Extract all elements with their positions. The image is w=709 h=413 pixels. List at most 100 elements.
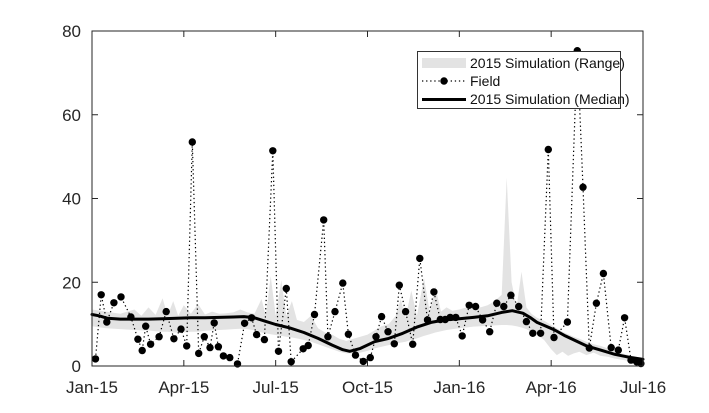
field-marker [515,302,523,311]
field-marker [544,145,552,154]
median-line-swatch-icon [418,97,470,101]
field-marker [550,333,558,342]
legend-label-range: 2015 Simulation (Range) [470,55,625,71]
y-tick-label: 20 [62,273,81,292]
field-marker [269,147,277,155]
field-marker [134,335,142,343]
legend-label-field: Field [470,73,501,89]
y-tick-label: 40 [62,190,81,209]
field-marker [607,343,615,352]
field-marker [214,343,223,351]
field-marker [155,333,163,341]
legend-item-field: Field [418,72,620,90]
field-marker [146,340,155,348]
field-marker [247,314,256,322]
legend-item-range: 2015 Simulation (Range) [418,54,625,72]
y-tick-label: 0 [72,357,81,376]
legend-item-median: 2015 Simulation (Median) [418,90,630,108]
field-marker [384,328,392,336]
field-marker [493,299,501,307]
field-marker [331,307,339,316]
field-marker [200,333,208,341]
field-marker [310,310,319,319]
median-line [90,309,645,361]
field-marker [563,318,572,326]
field-marker [195,349,203,358]
field-marker [320,216,328,224]
field-marker [458,332,466,340]
legend-label-median: 2015 Simulation (Median) [470,91,630,107]
x-tick-label: Jan-16 [433,378,485,397]
range-band-swatch-icon [418,58,470,68]
field-marker [465,301,473,309]
field-marker [339,279,347,287]
y-tick-label: 80 [62,22,81,41]
x-tick-label: Jul-16 [620,378,666,397]
x-tick-label: Jul-15 [253,378,299,397]
field-marker [471,302,480,311]
field-marker [395,281,403,289]
field-marker [127,313,135,321]
field-marker [529,329,537,337]
field-marker [206,343,214,352]
field-marker [409,340,417,348]
field-marker [260,335,269,344]
field-marker [620,314,629,322]
field-marker [183,342,191,350]
field-marker [162,307,170,316]
field-marker [592,299,601,307]
field-marker [110,299,118,307]
x-tick-label: Oct-15 [342,378,393,397]
field-marker [219,352,228,360]
field-marker [430,288,438,296]
field-marker [91,355,100,363]
field-marker [599,269,608,278]
field-marker [138,346,146,355]
field-marker [446,313,454,322]
x-tick-label: Apr-16 [526,378,577,397]
field-marker [344,330,353,338]
field-marker [377,312,386,321]
field-marker [210,319,218,327]
field-marker [252,330,261,339]
field-marker [390,340,398,348]
field-marker [627,356,635,364]
field-marker [324,333,332,341]
field-marker [274,347,283,355]
x-tick-label: Jan-15 [66,378,118,397]
y-tick-label: 60 [62,106,81,125]
field-marker [359,357,367,366]
field-marker [486,328,494,336]
field-marker [226,353,234,362]
legend: 2015 Simulation (Range) Field 2015 Simul… [417,51,630,109]
field-marker [170,335,178,343]
field-marker [500,302,508,311]
field-marker [188,138,196,146]
field-marker [401,307,410,316]
field-marker [522,317,531,326]
field-marker [240,319,249,327]
field-marker [351,351,360,359]
field-marker [117,293,125,301]
field-marker [585,344,593,352]
field-marker [536,329,545,337]
field-marker [287,358,295,366]
field-marker [372,333,380,341]
field-marker [579,183,587,191]
field-marker [507,291,515,299]
field-marker [452,313,460,322]
field-marker [177,325,185,333]
field-marker [416,254,424,263]
field-marker-swatch-icon [418,75,470,87]
field-marker [97,291,105,299]
field-marker [366,353,374,362]
field-marker [304,341,312,350]
field-marker [142,322,150,330]
field-marker [103,318,111,326]
field-marker [423,316,432,324]
field-marker [478,316,487,324]
x-tick-label: Apr-15 [158,378,209,397]
field-marker [614,346,622,354]
